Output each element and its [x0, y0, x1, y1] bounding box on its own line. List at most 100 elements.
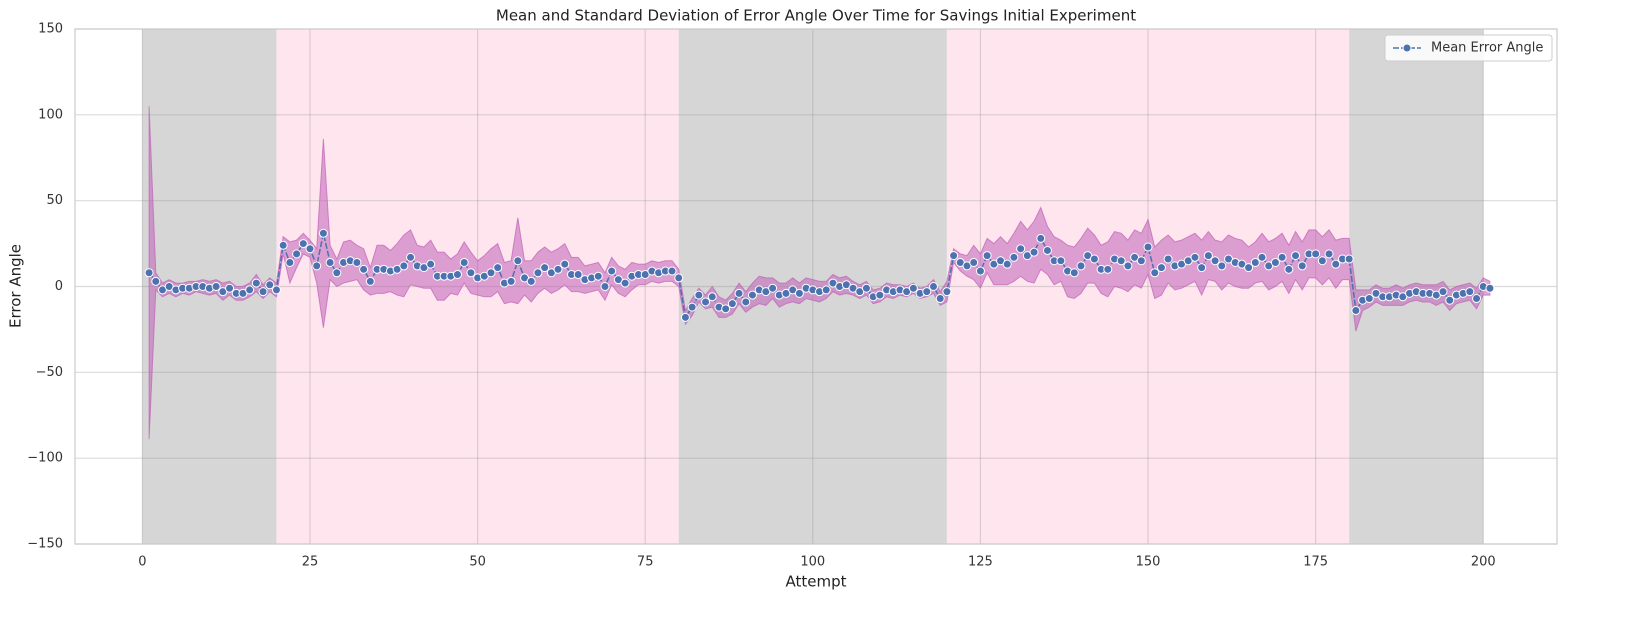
mean-marker	[144, 268, 154, 278]
mean-marker	[734, 288, 744, 298]
mean-marker	[694, 290, 704, 300]
std-band	[148, 106, 1491, 440]
mean-marker	[1156, 263, 1166, 273]
mean-marker	[1344, 254, 1354, 264]
mean-marker	[667, 266, 677, 276]
mean-marker	[1331, 259, 1341, 269]
mean-marker	[768, 283, 778, 293]
mean-marker	[727, 299, 737, 309]
x-tick-label: 50	[469, 555, 486, 570]
mean-marker	[1016, 244, 1026, 254]
mean-marker	[975, 266, 985, 276]
mean-marker	[942, 287, 952, 297]
mean-marker	[1364, 294, 1374, 304]
mean-marker	[794, 288, 804, 298]
y-axis-label: Error Angle	[7, 244, 25, 328]
mean-marker	[969, 257, 979, 267]
mean-marker	[821, 285, 831, 295]
mean-marker	[211, 282, 221, 291]
mean-marker	[271, 285, 281, 295]
mean-marker	[1002, 259, 1012, 269]
mean-marker	[674, 273, 684, 283]
mean-marker	[1485, 283, 1495, 293]
mean-marker	[593, 271, 603, 281]
mean-marker	[707, 292, 717, 302]
mean-marker	[526, 276, 536, 286]
mean-marker	[1203, 251, 1213, 261]
mean-marker	[493, 263, 503, 273]
mean-marker	[365, 276, 375, 286]
mean-marker	[687, 302, 697, 312]
plot-frame	[74, 28, 1558, 545]
x-tick-label: 100	[800, 555, 825, 570]
phase-span	[946, 29, 1350, 544]
mean-marker	[1150, 268, 1160, 278]
mean-marker	[285, 257, 295, 267]
mean-marker	[1297, 261, 1307, 271]
mean-marker	[1250, 257, 1260, 267]
mean-marker	[935, 294, 945, 304]
legend-marker	[1402, 43, 1412, 53]
y-tick-label: −150	[27, 537, 63, 552]
mean-marker	[1244, 263, 1254, 273]
mean-marker	[1270, 257, 1280, 267]
mean-marker	[258, 287, 268, 297]
mean-marker	[426, 259, 436, 269]
x-tick-label: 125	[968, 555, 993, 570]
mean-marker	[292, 249, 302, 259]
mean-marker	[1042, 245, 1052, 255]
mean-marker	[352, 257, 362, 267]
mean-marker	[1324, 249, 1334, 259]
mean-marker	[486, 268, 496, 278]
mean-marker	[1317, 256, 1327, 266]
mean-marker	[1465, 287, 1475, 297]
mean-marker	[1116, 256, 1126, 266]
mean-marker	[265, 280, 275, 290]
mean-marker	[332, 268, 342, 278]
y-tick-label: 0	[55, 279, 63, 294]
mean-marker	[861, 283, 871, 293]
y-tick-label: 150	[38, 22, 63, 37]
mean-marker	[1291, 251, 1301, 261]
mean-marker	[406, 252, 416, 262]
mean-marker	[312, 261, 322, 271]
mean-marker	[1445, 295, 1455, 305]
y-tick-label: −100	[27, 451, 63, 466]
mean-marker	[908, 283, 918, 293]
mean-marker	[452, 269, 462, 279]
mean-marker	[553, 264, 563, 274]
mean-marker	[225, 283, 235, 293]
mean-marker	[1056, 256, 1066, 266]
legend-label: Mean Error Angle	[1431, 41, 1543, 56]
x-tick-label: 25	[302, 555, 319, 570]
mean-marker	[533, 268, 543, 278]
mean-marker	[1351, 306, 1361, 316]
x-tick-label: 150	[1136, 555, 1161, 570]
mean-marker	[251, 278, 261, 288]
x-tick-label: 175	[1303, 555, 1328, 570]
mean-marker	[245, 285, 255, 295]
x-tick-label: 0	[138, 555, 146, 570]
mean-marker	[680, 312, 690, 322]
mean-marker	[1190, 252, 1200, 262]
mean-marker	[1029, 247, 1039, 257]
mean-marker	[701, 297, 711, 307]
mean-marker	[922, 287, 932, 297]
mean-marker	[1257, 252, 1267, 262]
mean-marker	[1472, 294, 1482, 304]
mean-marker	[741, 297, 751, 307]
mean-marker	[949, 251, 959, 261]
mean-marker	[1103, 264, 1113, 274]
mean-marker	[928, 282, 938, 291]
mean-marker	[1210, 256, 1220, 266]
mean-marker	[573, 269, 583, 279]
mean-marker	[540, 263, 550, 273]
mean-marker	[1143, 242, 1153, 252]
mean-marker	[459, 257, 469, 267]
mean-marker	[305, 244, 315, 254]
mean-marker	[1217, 261, 1227, 271]
x-tick-label: 75	[637, 555, 654, 570]
mean-marker	[1136, 256, 1146, 266]
